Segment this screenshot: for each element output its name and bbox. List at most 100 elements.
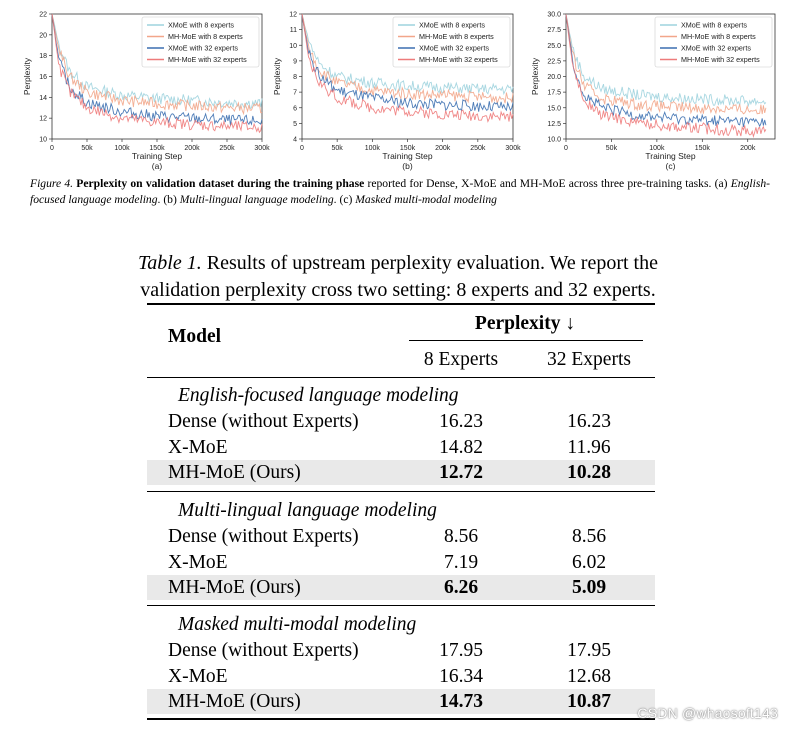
y-tick-label: 18 <box>39 53 47 60</box>
x-tick-label: 50k <box>332 145 344 152</box>
figure-caption-text: reported for Dense, X-MoE and MH-MoE acr… <box>364 177 731 190</box>
panel-label: (c) <box>666 161 676 171</box>
x-tick-label: 0 <box>50 145 54 152</box>
figure-caption-a: English-focused language modeling <box>30 177 770 206</box>
y-tick-label: 14 <box>39 95 47 102</box>
x-axis-label: Training Step <box>645 151 696 161</box>
legend-label: MH-MoE with 8 experts <box>419 32 494 41</box>
cell-model: MH-MoE (Ours) <box>168 577 301 598</box>
y-tick-label: 6 <box>293 105 297 112</box>
x-axis-label: Training Step <box>132 151 183 161</box>
y-axis-label: Perplexity <box>530 57 540 95</box>
header-32-experts: 32 Experts <box>547 349 631 370</box>
y-axis-label: Perplexity <box>272 57 282 95</box>
perplexity-cmidrule <box>409 340 643 341</box>
series-line <box>565 14 767 139</box>
header-perplexity: Perplexity ↓ <box>474 313 576 334</box>
chart-panel: 0 50k 100k 150k 200k 250k 300k 10 12 14 16 18 20 22 Tr… <box>22 12 270 172</box>
x-tick-label: 200k <box>740 145 756 152</box>
y-tick-label: 22.5 <box>547 58 561 65</box>
x-tick-label: 300k <box>505 145 521 152</box>
legend-box <box>141 16 260 68</box>
y-tick-label: 8 <box>293 74 297 81</box>
cell-model: MH-MoE (Ours) <box>168 462 301 483</box>
series-line <box>565 14 767 108</box>
figure-caption: Figure 4. Perplexity on validation datas… <box>30 176 770 208</box>
header-rule <box>147 377 655 378</box>
section-title: Multi-lingual language modeling <box>178 500 437 521</box>
cell-model: X-MoE <box>168 437 228 458</box>
cell-32: 17.95 <box>567 640 611 661</box>
chart-panel: 0 50k 100k 150k 200k 10.0 12.5 15.0 17.5 20.0 22.5… <box>530 12 776 171</box>
cell-32: 8.56 <box>571 526 607 547</box>
table-row: Dense (without Experts) 16.23 16.23 <box>147 409 655 434</box>
y-tick-label: 20.0 <box>547 74 561 81</box>
legend-label: XMoE with 32 experts <box>681 44 751 53</box>
x-tick-label: 250k <box>470 145 486 152</box>
series-line <box>51 14 263 126</box>
cell-8: 7.19 <box>443 552 479 573</box>
x-tick-label: 0 <box>564 145 568 152</box>
series-line <box>301 14 514 112</box>
y-tick-label: 7 <box>293 90 297 97</box>
y-tick-label: 27.5 <box>547 27 561 34</box>
section-title: English-focused language modeling <box>178 385 459 406</box>
x-tick-label: 100k <box>649 145 665 152</box>
y-tick-label: 10.0 <box>547 137 561 144</box>
cell-model: Dense (without Experts) <box>168 411 359 432</box>
section-title: Masked multi-modal modeling <box>178 614 417 635</box>
header-experts-row: 8 Experts 32 Experts <box>147 347 655 372</box>
table-label: Table 1. <box>138 252 202 274</box>
y-tick-label: 30.0 <box>547 12 561 19</box>
y-tick-label: 16 <box>39 74 47 81</box>
cell-model: Dense (without Experts) <box>168 640 359 661</box>
x-tick-label: 150k <box>695 145 711 152</box>
header-8-experts: 8 Experts <box>423 349 499 370</box>
table-row: Dense (without Experts) 8.56 8.56 <box>147 524 655 549</box>
y-tick-label: 12 <box>39 116 47 123</box>
table-row-highlight: MH-MoE (Ours) 6.26 5.09 <box>147 575 655 600</box>
cell-32: 12.68 <box>567 666 611 687</box>
y-tick-label: 22 <box>39 12 47 19</box>
series-line <box>301 13 514 123</box>
watermark: CSDN @whaosoft143 <box>637 705 778 721</box>
cell-32: 10.28 <box>567 462 611 483</box>
cell-8: 12.72 <box>439 462 483 483</box>
legend-label: MH-MoE with 8 experts <box>168 32 243 41</box>
figure-caption-c: Masked multi-modal modeling <box>355 193 497 206</box>
cell-model: X-MoE <box>168 666 228 687</box>
x-tick-label: 200k <box>435 145 451 152</box>
cell-8: 17.95 <box>439 640 483 661</box>
x-tick-label: 250k <box>219 145 235 152</box>
figure-caption-sep2: . (c) <box>333 193 356 206</box>
x-tick-label: 200k <box>184 145 200 152</box>
cell-8: 16.34 <box>439 666 483 687</box>
y-tick-label: 10 <box>39 137 47 144</box>
cell-8: 16.23 <box>439 411 483 432</box>
y-tick-label: 17.5 <box>547 90 561 97</box>
cell-32: 5.09 <box>571 577 607 598</box>
figure-label: Figure 4. <box>30 177 74 190</box>
table-row: X-MoE 16.34 12.68 <box>147 664 655 689</box>
table-row: Dense (without Experts) 17.95 17.95 <box>147 638 655 663</box>
header-model-row: Model <box>147 324 655 349</box>
x-axis-label: Training Step <box>382 151 433 161</box>
figure-caption-b: Multi-lingual language modeling <box>179 193 334 206</box>
cell-8: 8.56 <box>443 526 479 547</box>
figure-caption-bold: Perplexity on validation dataset during … <box>76 177 365 190</box>
table-row-highlight: MH-MoE (Ours) 14.73 10.87 <box>147 689 655 714</box>
series-line <box>301 13 514 96</box>
perplexity-figure: 0 50k 100k 150k 200k 250k 300k 10 12 14 16 18 20 22 Tr… <box>22 12 776 172</box>
legend-label: XMoE with 32 experts <box>419 44 489 53</box>
table-row-highlight: MH-MoE (Ours) 12.72 10.28 <box>147 460 655 485</box>
y-tick-label: 15.0 <box>547 105 561 112</box>
legend-label: MH-MoE with 8 experts <box>681 32 756 41</box>
cell-8: 14.73 <box>439 691 483 712</box>
panel-label: (a) <box>152 161 163 171</box>
y-tick-label: 11 <box>290 27 297 34</box>
legend-box <box>654 16 773 68</box>
cell-model: X-MoE <box>168 552 228 573</box>
legend-label: XMoE with 8 experts <box>681 21 747 30</box>
y-tick-label: 12 <box>289 12 297 19</box>
series-line <box>301 14 514 105</box>
